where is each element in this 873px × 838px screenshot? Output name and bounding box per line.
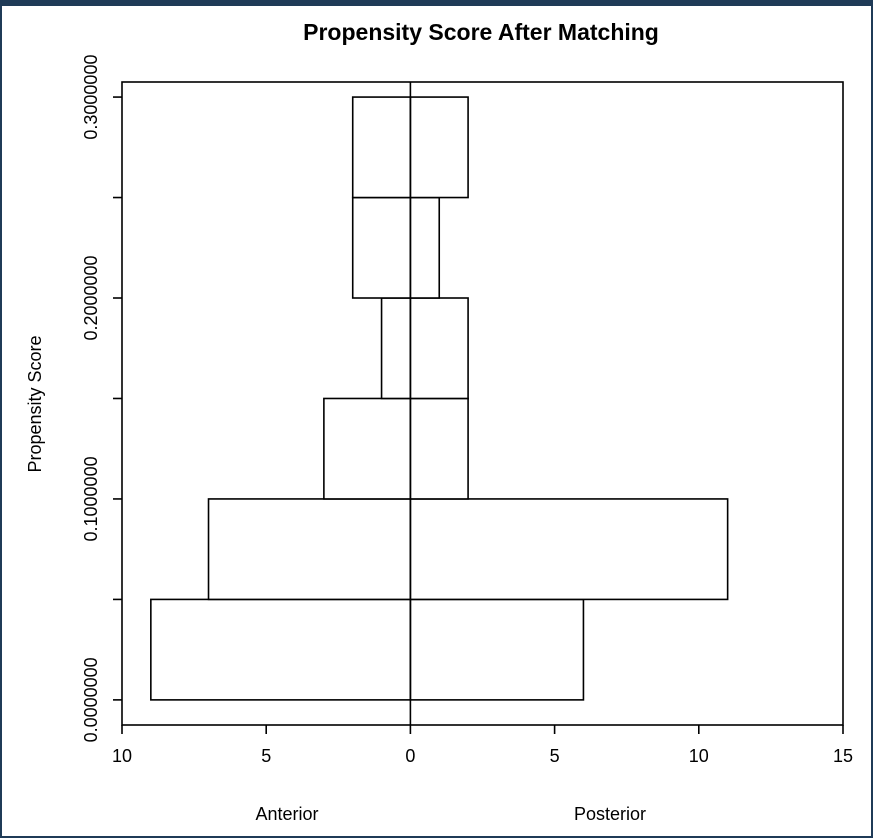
bar-anterior — [380, 297, 412, 400]
y-tick-label: 0.0000000 — [81, 657, 101, 742]
bar-posterior — [409, 498, 729, 601]
bar-posterior — [409, 397, 469, 500]
y-axis: 0.0000000 0.1000000 0.2000000 0.3000000 — [81, 55, 122, 742]
bars-group — [150, 96, 729, 701]
plot-area-border — [121, 81, 844, 726]
bar-anterior — [150, 598, 412, 701]
x-tick-label: 10 — [112, 746, 132, 766]
x-tick-label: 10 — [689, 746, 709, 766]
bar-posterior — [409, 196, 441, 299]
bar-anterior — [351, 96, 412, 199]
y-tick-label: 0.1000000 — [81, 456, 101, 541]
bar-anterior — [207, 498, 412, 601]
y-tick-label: 0.3000000 — [81, 55, 101, 140]
y-tick-label: 0.2000000 — [81, 255, 101, 340]
x-tick-label: 5 — [550, 746, 560, 766]
x-axis: 10 5 0 5 10 15 — [112, 725, 853, 766]
bar-anterior — [323, 397, 412, 500]
bar-posterior — [409, 96, 469, 199]
anterior-label: Anterior — [255, 804, 318, 824]
x-tick-label: 5 — [261, 746, 271, 766]
bar-anterior — [351, 196, 412, 299]
posterior-label: Posterior — [574, 804, 646, 824]
bar-posterior — [409, 598, 585, 701]
chart-title: Propensity Score After Matching — [303, 19, 659, 45]
y-axis-label: Propensity Score — [25, 335, 45, 472]
x-tick-label: 15 — [833, 746, 853, 766]
bar-posterior — [409, 297, 469, 400]
x-tick-label: 0 — [405, 746, 415, 766]
